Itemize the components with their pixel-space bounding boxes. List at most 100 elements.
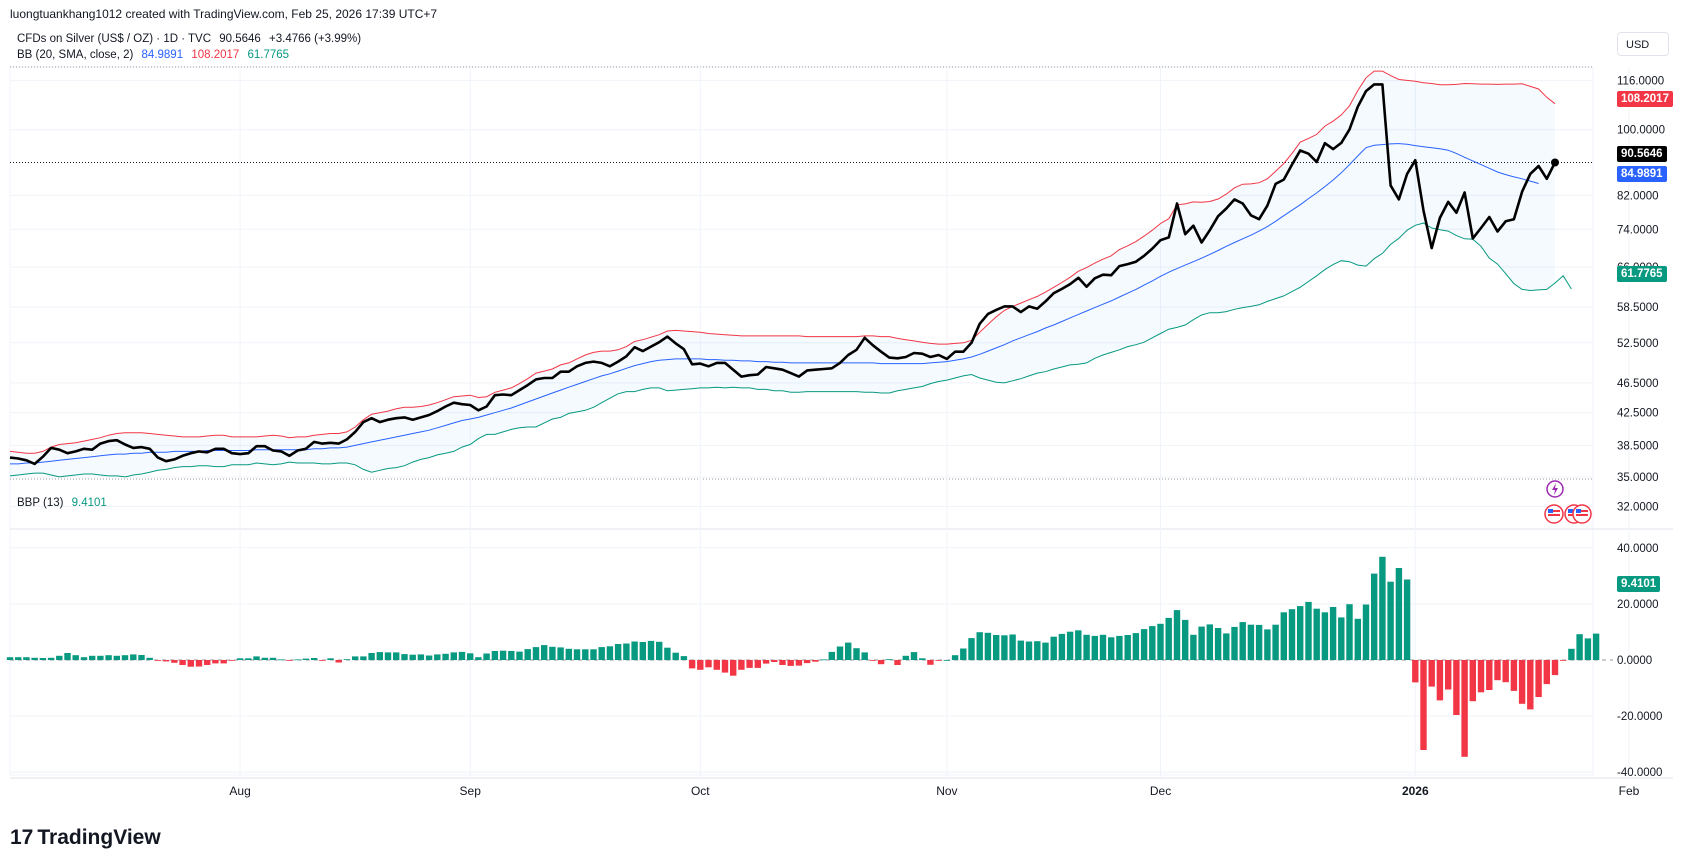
bbp-bar	[384, 652, 392, 660]
bbp-bar	[138, 655, 145, 660]
bbp-bar	[327, 658, 334, 660]
bbp-bar	[1477, 660, 1485, 693]
bbp-bar	[984, 632, 992, 660]
bbp-axis-tick: -40.0000	[1617, 767, 1662, 779]
bbp-bar	[269, 657, 277, 660]
bbp-bar	[549, 646, 556, 660]
bbp-bar	[113, 655, 120, 660]
bbp-bar	[1173, 610, 1181, 660]
bbp-bar	[771, 660, 778, 662]
price-badge: 90.5646	[1617, 146, 1667, 162]
bbp-bar	[656, 641, 663, 660]
price-axis-tick: 74.0000	[1617, 224, 1659, 236]
bbp-bar	[1009, 634, 1016, 660]
bbp-bar	[31, 657, 38, 660]
bbp-bar	[450, 652, 457, 660]
bbp-label[interactable]: BBP (13)	[17, 497, 64, 509]
price-change: +3.4766 (+3.99%)	[269, 33, 362, 45]
bbp-bar	[1149, 626, 1156, 660]
bbp-bar	[286, 660, 293, 661]
bbp-bar	[80, 657, 88, 660]
bbp-axis-tick: -20.0000	[1617, 711, 1662, 723]
bbp-badge: 9.4101	[1617, 576, 1661, 592]
bbp-bar	[352, 656, 359, 660]
symbol-legend[interactable]: CFDs on Silver (US$ / OZ) · 1D · TVC 90.…	[17, 33, 366, 45]
bbp-bar	[508, 651, 515, 660]
bbp-bar	[647, 640, 655, 660]
bbp-bar	[245, 658, 252, 660]
bbp-bar	[836, 646, 844, 660]
bbp-bar	[927, 660, 934, 665]
bbp-bar	[56, 655, 63, 660]
bbp-bar	[1182, 619, 1189, 660]
bbp-bar	[1346, 604, 1353, 660]
bb-basis-value: 84.9891	[141, 49, 184, 61]
bbp-bar	[730, 660, 737, 676]
bbp-bar	[278, 659, 285, 661]
symbol-name[interactable]: CFDs on Silver (US$ / OZ) · 1D · TVC	[17, 33, 212, 45]
us-flag-event-icon[interactable]	[1543, 503, 1593, 525]
lower-band-badge: 61.7765	[1617, 266, 1667, 282]
bbp-bar	[697, 660, 704, 670]
bbp-bar	[1108, 637, 1115, 660]
bbp-bar	[614, 644, 622, 660]
bbp-bar	[1231, 626, 1238, 660]
bbp-bar	[261, 657, 268, 660]
bbp-bar	[705, 660, 712, 668]
bbp-bar	[294, 659, 301, 661]
bbp-bar	[335, 660, 342, 663]
bbp-bar	[812, 660, 819, 662]
currency-button[interactable]: USD	[1617, 32, 1669, 56]
bbp-bar	[162, 660, 170, 662]
bbp-bar	[401, 654, 408, 660]
bb-basis-line	[10, 143, 1539, 465]
bb-upper-line	[9, 70, 1556, 454]
tradingview-logo[interactable]: 17 TradingView	[10, 826, 161, 850]
bb-lower-line	[9, 222, 1572, 478]
lightning-event-icon[interactable]	[1545, 479, 1565, 499]
bbp-legend[interactable]: BBP (13) 9.4101	[17, 497, 112, 509]
bbp-bar	[598, 647, 605, 660]
bbp-bar	[951, 655, 959, 660]
date-axis-tick: Nov	[936, 784, 957, 798]
bbp-bar	[417, 654, 425, 660]
bbp-bar	[1486, 660, 1493, 690]
price-axis-tick: 32.0000	[1617, 502, 1659, 514]
bbp-bar	[1017, 640, 1024, 660]
bbp-bar	[672, 652, 679, 660]
bbp-bar	[902, 655, 909, 660]
bbp-bar	[754, 660, 761, 668]
bbp-bar	[1362, 604, 1370, 660]
bbp-bar	[524, 649, 531, 660]
bbp-bar	[590, 649, 597, 660]
bbp-bar	[1371, 573, 1378, 660]
bbp-bar	[845, 642, 852, 660]
bbp-bar	[6, 657, 14, 660]
bb-background-fill	[10, 71, 1555, 477]
bbp-bar	[1445, 660, 1452, 690]
upper-band-badge: 108.2017	[1617, 91, 1673, 107]
bbp-bar	[310, 658, 318, 660]
bbp-bar	[228, 660, 236, 661]
bbp-axis-tick: 0.0000	[1617, 655, 1652, 667]
bbp-bar	[1058, 633, 1066, 660]
bbp-bar	[1543, 660, 1550, 685]
bbp-bar	[688, 660, 696, 669]
bbp-bar	[146, 657, 153, 660]
tradingview-logo-text: TradingView	[37, 826, 161, 849]
bb-legend[interactable]: BB (20, SMA, close, 2) 84.9891 108.2017 …	[17, 49, 294, 61]
price-axis-tick: 38.5000	[1617, 440, 1659, 452]
price-axis-tick: 82.0000	[1617, 190, 1659, 202]
bbp-bar	[236, 658, 244, 660]
bb-label[interactable]: BB (20, SMA, close, 2)	[17, 49, 134, 61]
price-axis-tick: 52.5000	[1617, 338, 1659, 350]
bbp-bar	[1568, 648, 1575, 660]
bbp-bar	[425, 655, 433, 660]
bbp-bar	[220, 660, 227, 664]
bbp-bar	[886, 659, 893, 660]
bbp-bar	[1034, 641, 1041, 660]
bbp-bar	[343, 659, 351, 660]
bbp-bar	[1239, 622, 1246, 660]
bbp-bar	[1255, 624, 1263, 660]
